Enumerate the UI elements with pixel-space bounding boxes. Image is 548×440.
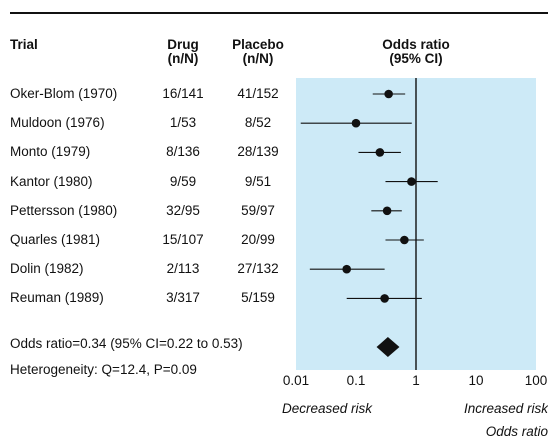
drug-count: 2/113 — [166, 261, 200, 277]
header-or-line2: (95% CI) — [389, 51, 443, 66]
trial-name: Oker-Blom (1970) — [10, 86, 118, 101]
point-estimate — [380, 294, 389, 303]
pooled-summary-text: Odds ratio=0.34 (95% CI=0.22 to 0.53) — [10, 336, 243, 351]
trial-name: Kantor (1980) — [10, 173, 93, 189]
drug-count: 1/53 — [169, 115, 197, 131]
placebo-count: 8/52 — [244, 115, 272, 131]
point-estimate — [400, 235, 409, 245]
x-tick-label: 0.01 — [283, 373, 309, 388]
trial-name: Reuman (1989) — [10, 290, 104, 306]
trial-name: Monto (1979) — [10, 144, 91, 160]
header-or-line1: Odds ratio — [382, 37, 450, 52]
placebo-count: 27/132 — [237, 261, 279, 277]
drug-count: 8/136 — [166, 144, 200, 160]
placebo-count: 28/139 — [237, 144, 279, 160]
header-trial: Trial — [10, 37, 38, 52]
top-rule — [10, 12, 548, 14]
pooled-diamond — [376, 337, 400, 357]
placebo-count: 41/152 — [237, 86, 279, 101]
header-odds-ratio: Odds ratio (95% CI) — [368, 38, 464, 66]
drug-count: 15/107 — [162, 232, 204, 247]
x-axis-label: Odds ratio — [485, 424, 548, 439]
trial-name: Muldoon (1976) — [10, 115, 105, 131]
point-estimate — [407, 177, 416, 186]
x-tick-label: 10 — [468, 373, 483, 388]
header-placebo-line2: (n/N) — [242, 51, 274, 66]
x-tick-label: 100 — [525, 373, 548, 388]
header-placebo: Placebo (n/N) — [226, 38, 290, 66]
point-estimate — [342, 264, 352, 274]
trial-name: Quarles (1981) — [10, 232, 101, 247]
placebo-count: 59/97 — [241, 202, 275, 218]
point-estimate — [382, 206, 392, 216]
placebo-count: 5/159 — [241, 290, 275, 306]
drug-count: 9/59 — [169, 173, 197, 189]
drug-count: 3/317 — [166, 290, 200, 306]
drug-count: 32/95 — [166, 202, 200, 218]
drug-count: 16/141 — [162, 86, 204, 101]
point-estimate — [384, 89, 393, 99]
point-estimate — [375, 148, 385, 157]
header-placebo-line1: Placebo — [232, 37, 284, 52]
header-drug-line1: Drug — [167, 37, 199, 52]
heterogeneity-text: Heterogeneity: Q=12.4, P=0.09 — [10, 362, 197, 377]
increased-risk-label: Increased risk — [463, 401, 548, 416]
header-drug: Drug (n/N) — [158, 38, 208, 66]
header-drug-line2: (n/N) — [167, 51, 199, 66]
trial-name: Dolin (1982) — [10, 261, 84, 277]
trial-name: Pettersson (1980) — [10, 202, 118, 218]
x-tick-label: 1 — [412, 373, 420, 388]
point-estimate — [351, 118, 361, 128]
x-tick-label: 0.1 — [347, 373, 366, 388]
decreased-risk-label: Decreased risk — [282, 401, 373, 416]
placebo-count: 20/99 — [241, 232, 275, 247]
placebo-count: 9/51 — [244, 173, 272, 189]
